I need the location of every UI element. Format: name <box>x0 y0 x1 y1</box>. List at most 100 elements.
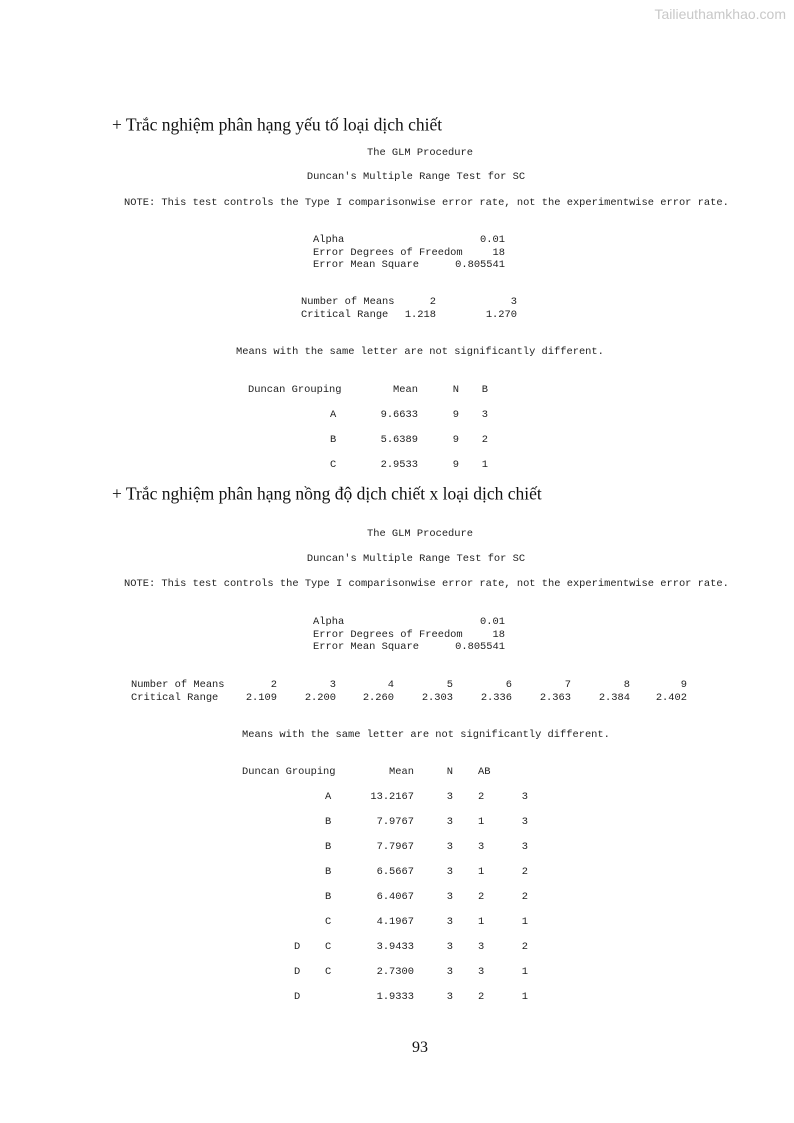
grouping-letter: D <box>294 966 301 978</box>
header-n: N <box>452 384 459 396</box>
grouping-letter: B <box>325 866 332 878</box>
mean-value: 5.6389 <box>380 434 418 446</box>
critical-range-cell: 2.200 <box>304 691 336 704</box>
factor-value: 2 <box>478 791 485 803</box>
stat-value: 18 <box>492 628 505 641</box>
critical-range-cell: 1.218 <box>404 308 436 321</box>
factor-value: 3 <box>521 791 528 803</box>
mean-value: 13.2167 <box>370 791 414 803</box>
critical-range-cell: 2.303 <box>421 691 453 704</box>
factor-value: 1 <box>521 916 528 928</box>
critical-range-cell: 2.384 <box>598 691 630 704</box>
factor-value: 2 <box>521 941 528 953</box>
critical-range-cell: 2.260 <box>362 691 394 704</box>
n-value: 3 <box>446 966 453 978</box>
n-value: 3 <box>446 816 453 828</box>
mean-value: 4.1967 <box>376 916 414 928</box>
stat-value: 0.01 <box>480 234 505 246</box>
range-label: Critical Range <box>131 691 219 704</box>
mean-value: 7.7967 <box>376 841 414 853</box>
critical-range-cell: 2.109 <box>245 691 277 704</box>
factor-value: 1 <box>478 866 485 878</box>
header-factor: AB <box>478 766 491 778</box>
number-of-means-cell: 3 <box>329 679 336 691</box>
critical-range-cell: 2.336 <box>480 691 512 704</box>
mean-value: 2.9533 <box>380 459 418 471</box>
header-grouping: Duncan Grouping <box>242 766 336 778</box>
n-value: 3 <box>446 941 453 953</box>
number-of-means-cell: 7 <box>564 679 571 691</box>
grouping-letter: B <box>325 841 332 853</box>
grouping-letter: D <box>294 941 301 953</box>
grouping-letter: D <box>294 991 301 1003</box>
section-heading: + Trắc nghiệm phân hạng nồng độ dịch chi… <box>112 483 542 504</box>
procedure-title: The GLM Procedure <box>366 528 474 540</box>
mean-value: 1.9333 <box>376 991 414 1003</box>
number-of-means-cell: 6 <box>505 679 512 691</box>
factor-value: 3 <box>478 966 485 978</box>
stat-label: Error Mean Square <box>313 641 420 653</box>
number-of-means-cell: 8 <box>623 679 630 691</box>
header-factor: B <box>481 384 488 396</box>
mean-value: 6.5667 <box>376 866 414 878</box>
factor-value: 1 <box>481 459 488 471</box>
number-of-means-cell: 9 <box>680 679 687 691</box>
note-text: NOTE: This test controls the Type I comp… <box>124 578 729 590</box>
number-of-means-cell: 2 <box>270 679 277 691</box>
header-n: N <box>446 766 453 778</box>
header-mean: Mean <box>393 384 418 396</box>
grouping-letter: C <box>325 941 332 953</box>
range-label: Critical Range <box>301 308 389 321</box>
stat-label: Error Mean Square <box>313 259 420 271</box>
number-of-means-cell: 3 <box>510 296 517 308</box>
n-value: 3 <box>446 891 453 903</box>
number-of-means-cell: 4 <box>387 679 394 691</box>
n-value: 9 <box>452 409 459 421</box>
factor-value: 2 <box>521 891 528 903</box>
means-note: Means with the same letter are not signi… <box>236 346 604 358</box>
n-value: 3 <box>446 791 453 803</box>
grouping-letter: B <box>325 816 332 828</box>
stat-value: 0.01 <box>480 616 505 628</box>
mean-value: 9.6633 <box>380 409 418 421</box>
page-number: 93 <box>412 1039 428 1056</box>
n-value: 3 <box>446 841 453 853</box>
stat-label: Error Degrees of Freedom <box>313 246 463 259</box>
mean-value: 7.9767 <box>376 816 414 828</box>
mean-value: 6.4067 <box>376 891 414 903</box>
stat-label: Error Degrees of Freedom <box>313 628 463 641</box>
note-text: NOTE: This test controls the Type I comp… <box>124 197 729 209</box>
range-label: Number of Means <box>131 679 225 691</box>
factor-value: 3 <box>478 941 485 953</box>
number-of-means-cell: 2 <box>429 296 436 308</box>
grouping-letter: A <box>325 791 332 803</box>
n-value: 3 <box>446 866 453 878</box>
factor-value: 2 <box>521 866 528 878</box>
factor-value: 2 <box>478 891 485 903</box>
stat-value: 0.805541 <box>455 641 505 653</box>
critical-range-cell: 1.270 <box>485 308 517 321</box>
factor-value: 3 <box>481 409 488 421</box>
means-note: Means with the same letter are not signi… <box>242 729 610 741</box>
factor-value: 1 <box>478 816 485 828</box>
n-value: 3 <box>446 916 453 928</box>
factor-value: 2 <box>478 991 485 1003</box>
stat-value: 18 <box>492 246 505 259</box>
stat-label: Alpha <box>313 616 345 628</box>
factor-value: 1 <box>521 991 528 1003</box>
test-title: Duncan's Multiple Range Test for SC <box>306 553 526 565</box>
n-value: 3 <box>446 991 453 1003</box>
factor-value: 3 <box>521 841 528 853</box>
factor-value: 1 <box>478 916 485 928</box>
mean-value: 2.7300 <box>376 966 414 978</box>
number-of-means-cell: 5 <box>446 679 453 691</box>
test-title: Duncan's Multiple Range Test for SC <box>306 171 526 183</box>
factor-value: 2 <box>481 434 488 446</box>
critical-range-cell: 2.402 <box>655 691 687 704</box>
n-value: 9 <box>452 459 459 471</box>
factor-value: 3 <box>521 816 528 828</box>
section-heading: + Trắc nghiệm phân hạng yếu tố loại dịch… <box>112 114 443 135</box>
factor-value: 3 <box>478 841 485 853</box>
range-label: Number of Means <box>301 296 395 308</box>
